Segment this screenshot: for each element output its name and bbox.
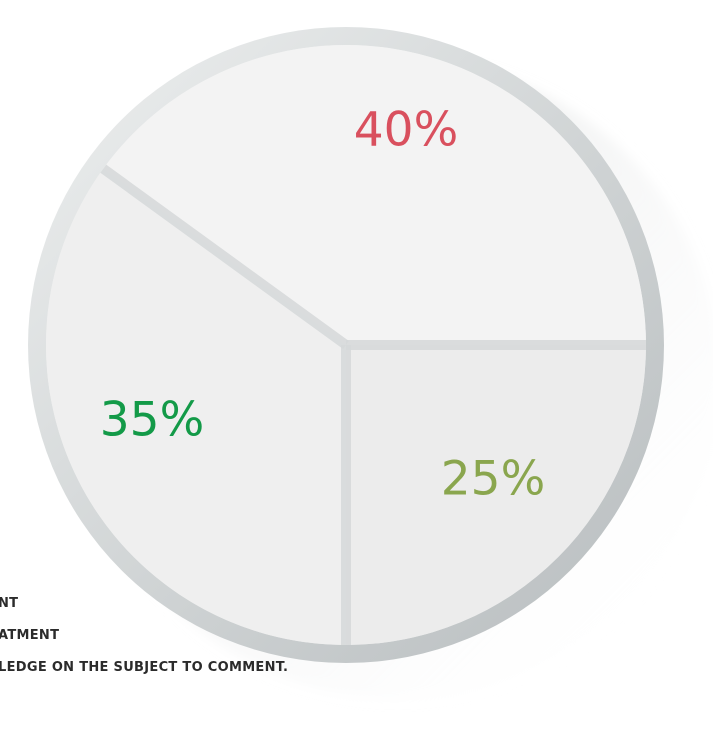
legend-item-3: LEDGE ON THE SUBJECT TO COMMENT. — [0, 660, 289, 675]
slice-label-1: 40% — [354, 103, 458, 158]
legend-item-1: NT — [0, 596, 19, 611]
legend-item-2: ATMENT — [0, 628, 60, 643]
slice-label-2: 25% — [441, 452, 545, 507]
pie-slice-2 — [346, 345, 646, 645]
pie-slice-3 — [46, 168, 347, 645]
slice-label-3: 35% — [100, 393, 204, 448]
pie-slice-1 — [103, 44, 646, 345]
slice-divider-1 — [100, 164, 349, 350]
